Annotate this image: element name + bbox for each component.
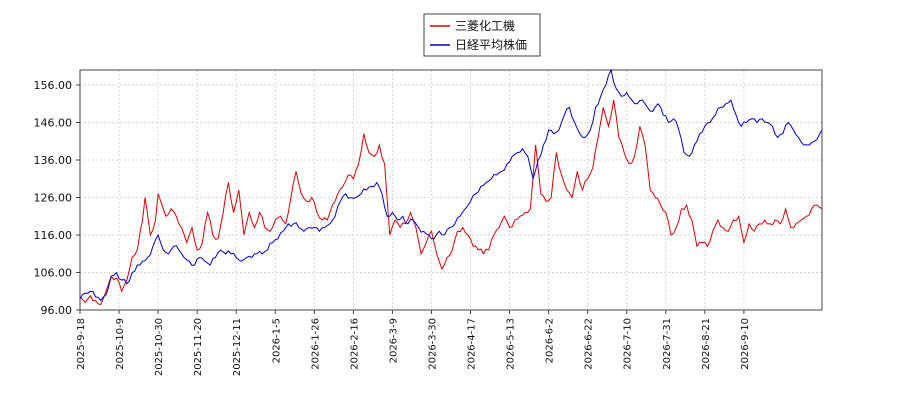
y-tick-label: 116.00	[34, 229, 73, 242]
plot-area-frame	[79, 69, 823, 311]
grid-lines	[79, 70, 822, 311]
x-axis: 2025-9-18 2025-10-9 2025-10-30 2025-11-20 20…	[76, 310, 751, 376]
y-tick-label: 96.00	[41, 304, 73, 317]
y-tick-label: 146.00	[34, 117, 73, 130]
x-tick-label: 2026-2-16	[349, 318, 360, 370]
y-axis: 96.00 106.00 116.00 126.00 136.00 146.00 156.0…	[34, 79, 80, 317]
x-tick-label: 2026-3-9	[388, 318, 399, 363]
legend: 三菱化工機 日経平均株価	[423, 13, 541, 57]
x-tick-label: 2026-5-13	[506, 318, 517, 370]
y-tick-label: 156.00	[34, 79, 73, 92]
x-tick-label: 2026-9-10	[740, 318, 751, 370]
y-tick-label: 136.00	[34, 154, 73, 167]
x-tick-label: 2026-6-22	[584, 318, 595, 370]
x-tick-label: 2026-4-17	[467, 318, 478, 370]
x-tick-label: 2025-10-9	[115, 318, 126, 370]
x-tick-label: 2025-11-20	[193, 318, 204, 376]
x-tick-label: 2026-1-26	[310, 318, 321, 370]
x-tick-label: 2026-8-21	[701, 318, 712, 370]
x-tick-label: 2026-7-31	[662, 318, 673, 370]
legend-box	[423, 13, 541, 57]
x-tick-label: 2026-1-5	[271, 318, 282, 363]
series-line-1	[79, 68, 823, 302]
x-tick-label: 2025-12-11	[232, 318, 243, 376]
legend-label-series-0: 三菱化工機	[455, 18, 515, 33]
x-tick-label: 2025-9-18	[76, 318, 87, 370]
x-tick-label: 2026-3-30	[427, 318, 438, 370]
x-tick-label: 2026-6-2	[545, 318, 556, 363]
series-line-0	[79, 99, 823, 305]
x-tick-label: 2025-10-30	[154, 318, 165, 376]
legend-label-series-1: 日経平均株価	[455, 37, 527, 52]
y-tick-label: 126.00	[34, 192, 73, 205]
y-tick-label: 106.00	[34, 267, 73, 280]
x-tick-label: 2026-7-10	[623, 318, 634, 370]
series-lines	[79, 68, 823, 305]
